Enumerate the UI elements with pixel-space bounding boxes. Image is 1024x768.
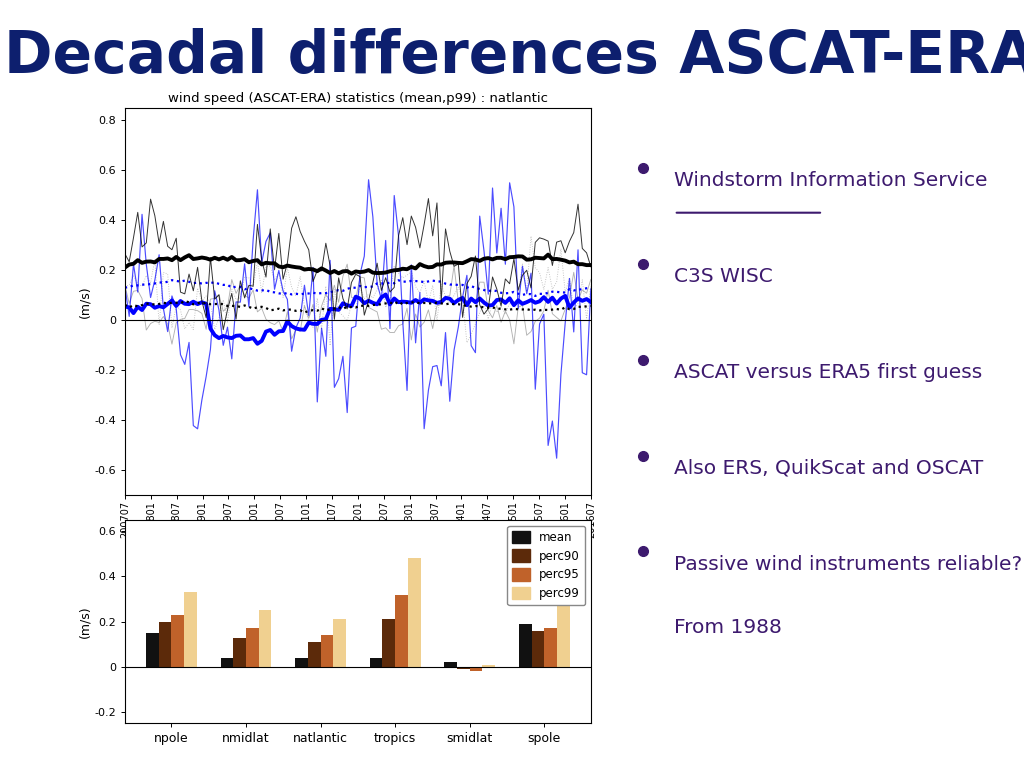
Bar: [519, 624, 531, 667]
Legend: mean, perc90, perc95, perc99: mean, perc90, perc95, perc99: [508, 526, 585, 605]
Text: Decadal differences ASCAT-ERA5: Decadal differences ASCAT-ERA5: [4, 28, 1024, 85]
Text: Passive wind instruments reliable?: Passive wind instruments reliable?: [674, 554, 1022, 574]
Bar: [221, 658, 233, 667]
Bar: [246, 628, 259, 667]
Bar: [470, 667, 482, 671]
Text: C3S WISC: C3S WISC: [674, 267, 772, 286]
Bar: [295, 658, 308, 667]
Bar: [557, 599, 569, 667]
Bar: [457, 667, 470, 669]
Bar: [171, 615, 184, 667]
Bar: [545, 628, 557, 667]
Bar: [370, 658, 383, 667]
Bar: [184, 592, 197, 667]
Bar: [482, 664, 495, 667]
Bar: [159, 622, 171, 667]
Text: Windstorm Information Service: Windstorm Information Service: [674, 171, 987, 190]
Bar: [408, 558, 421, 667]
Text: ASCAT versus ERA5 first guess: ASCAT versus ERA5 first guess: [674, 362, 982, 382]
Bar: [444, 662, 457, 667]
Title: wind speed (ASCAT-ERA) statistics (mean,p99) : natlantic: wind speed (ASCAT-ERA) statistics (mean,…: [168, 92, 548, 105]
Y-axis label: (m/s): (m/s): [79, 285, 91, 318]
Text: Also ERS, QuikScat and OSCAT: Also ERS, QuikScat and OSCAT: [674, 458, 983, 478]
Text: From 1988: From 1988: [674, 618, 781, 637]
Bar: [333, 620, 346, 667]
Bar: [383, 620, 395, 667]
Bar: [259, 611, 271, 667]
Bar: [233, 637, 246, 667]
Bar: [308, 642, 321, 667]
Bar: [146, 633, 159, 667]
Bar: [321, 635, 333, 667]
Y-axis label: (m/s): (m/s): [79, 605, 91, 638]
Bar: [531, 631, 545, 667]
Bar: [395, 594, 408, 667]
